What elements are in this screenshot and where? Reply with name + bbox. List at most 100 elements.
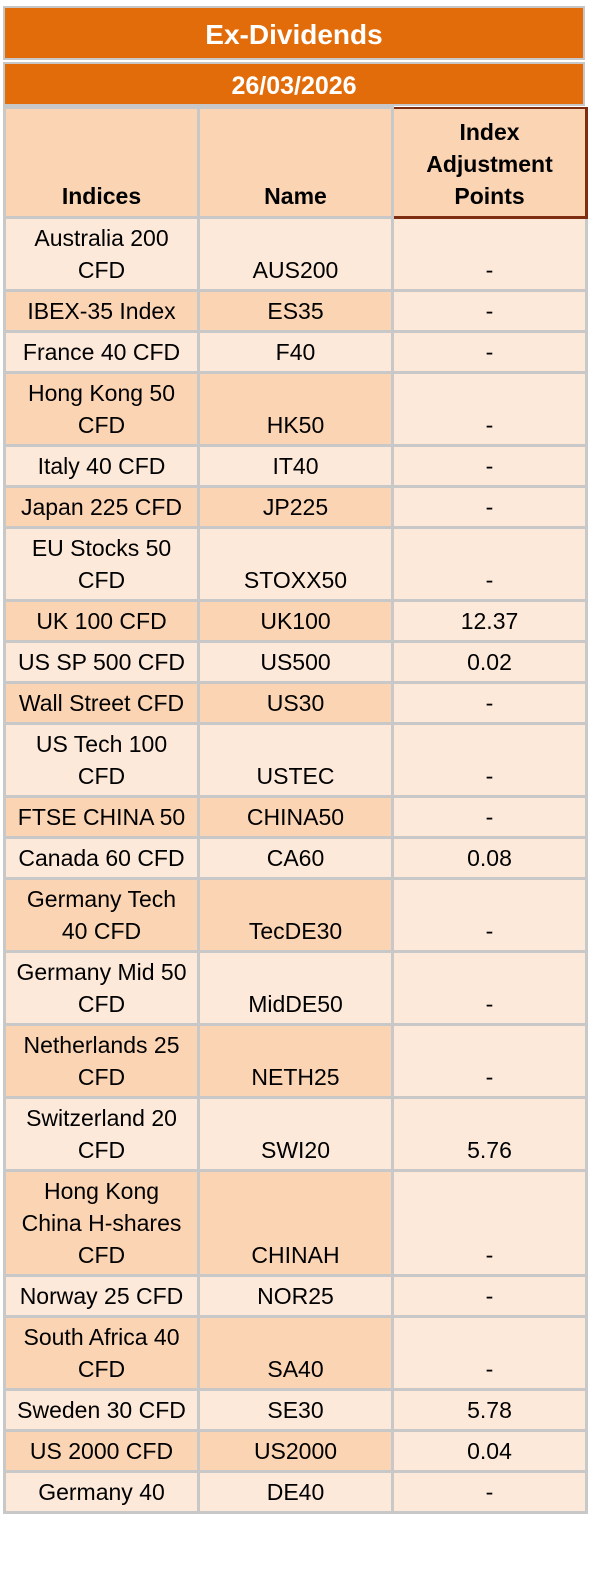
cell-adjustment-points: - <box>391 950 588 1026</box>
ex-dividends-panel: Ex-Dividends 26/03/2026 Indices Name Ind… <box>3 6 588 1514</box>
cell-index: Sweden 30 CFD <box>3 1388 200 1432</box>
cell-name: CHINAH <box>197 1169 394 1277</box>
cell-name: ES35 <box>197 289 394 333</box>
cell-adjustment-points: - <box>391 289 588 333</box>
table-row: US 2000 CFD US2000 0.04 <box>3 1429 588 1473</box>
cell-name: F40 <box>197 330 394 374</box>
cell-name: CA60 <box>197 836 394 880</box>
cell-adjustment-points: - <box>391 526 588 602</box>
cell-name: STOXX50 <box>197 526 394 602</box>
cell-index: Netherlands 25 CFD <box>3 1023 200 1099</box>
cell-index: US Tech 100 CFD <box>3 722 200 798</box>
table-row: EU Stocks 50 CFD STOXX50- <box>3 526 588 602</box>
cell-index: Italy 40 CFD <box>3 444 200 488</box>
cell-index: Switzerland 20 CFD <box>3 1096 200 1172</box>
table-row: Hong Kong China H-shares CFD CHINAH - <box>3 1169 588 1277</box>
cell-name: IT40 <box>197 444 394 488</box>
table-row: France 40 CFD F40- <box>3 330 588 374</box>
table-row: Hong Kong 50 CFD HK50- <box>3 371 588 447</box>
cell-adjustment-points: - <box>391 216 588 292</box>
table-row: Wall Street CFD US30- <box>3 681 588 725</box>
table-row: Japan 225 CFD JP225- <box>3 485 588 529</box>
cell-name: US2000 <box>197 1429 394 1473</box>
cell-adjustment-points: - <box>391 877 588 953</box>
cell-index: Hong Kong China H-shares CFD <box>3 1169 200 1277</box>
header-name: Name <box>197 106 394 219</box>
cell-adjustment-points: 5.78 <box>391 1388 588 1432</box>
table-row: US SP 500 CFD US500 0.02 <box>3 640 588 684</box>
cell-adjustment-points: - <box>391 722 588 798</box>
table-row: Norway 25 CFD NOR25- <box>3 1274 588 1318</box>
table-row: IBEX-35 Index ES35- <box>3 289 588 333</box>
cell-index: Germany Mid 50 CFD <box>3 950 200 1026</box>
cell-index: Norway 25 CFD <box>3 1274 200 1318</box>
cell-index: France 40 CFD <box>3 330 200 374</box>
cell-name: US500 <box>197 640 394 684</box>
table-date: 26/03/2026 <box>3 62 585 106</box>
cell-name: SWI20 <box>197 1096 394 1172</box>
cell-name: CHINA50 <box>197 795 394 839</box>
cell-adjustment-points: - <box>391 444 588 488</box>
cell-adjustment-points: - <box>391 681 588 725</box>
table-row: Switzerland 20 CFD SWI20 5.76 <box>3 1096 588 1172</box>
cell-adjustment-points: - <box>391 330 588 374</box>
table-row: South Africa 40 CFD SA40- <box>3 1315 588 1391</box>
cell-name: SA40 <box>197 1315 394 1391</box>
cell-index: Japan 225 CFD <box>3 485 200 529</box>
table-row: Australia 200 CFD AUS200- <box>3 216 588 292</box>
cell-name: NETH25 <box>197 1023 394 1099</box>
table-row: Italy 40 CFD IT40- <box>3 444 588 488</box>
cell-adjustment-points: 0.02 <box>391 640 588 684</box>
header-adjustment-points: Index Adjustment Points <box>391 106 588 219</box>
cell-adjustment-points: - <box>391 1274 588 1318</box>
table-title: Ex-Dividends <box>3 6 585 60</box>
cell-index: US SP 500 CFD <box>3 640 200 684</box>
table-row: Germany Tech 40 CFD TecDE30- <box>3 877 588 953</box>
table-row: UK 100 CFD UK100 12.37 <box>3 599 588 643</box>
cell-adjustment-points: - <box>391 795 588 839</box>
cell-index: Hong Kong 50 CFD <box>3 371 200 447</box>
cell-adjustment-points: - <box>391 485 588 529</box>
table-row: Canada 60 CFD CA60 0.08 <box>3 836 588 880</box>
ex-dividends-table: Indices Name Index Adjustment Points Aus… <box>3 106 588 1514</box>
cell-adjustment-points: 5.76 <box>391 1096 588 1172</box>
table-row: Germany 40 DE40- <box>3 1470 588 1514</box>
cell-adjustment-points: - <box>391 371 588 447</box>
cell-name: NOR25 <box>197 1274 394 1318</box>
cell-adjustment-points: - <box>391 1169 588 1277</box>
cell-index: South Africa 40 CFD <box>3 1315 200 1391</box>
table-row: Sweden 30 CFD SE30 5.78 <box>3 1388 588 1432</box>
cell-name: UK100 <box>197 599 394 643</box>
table-row: US Tech 100 CFD USTEC - <box>3 722 588 798</box>
cell-index: US 2000 CFD <box>3 1429 200 1473</box>
cell-name: MidDE50 <box>197 950 394 1026</box>
cell-index: UK 100 CFD <box>3 599 200 643</box>
cell-index: Canada 60 CFD <box>3 836 200 880</box>
header-row: Indices Name Index Adjustment Points <box>3 106 588 219</box>
cell-name: DE40 <box>197 1470 394 1514</box>
cell-index: Germany 40 <box>3 1470 200 1514</box>
cell-index: Australia 200 CFD <box>3 216 200 292</box>
cell-name: TecDE30 <box>197 877 394 953</box>
cell-name: HK50 <box>197 371 394 447</box>
cell-index: Germany Tech 40 CFD <box>3 877 200 953</box>
cell-index: EU Stocks 50 CFD <box>3 526 200 602</box>
cell-index: Wall Street CFD <box>3 681 200 725</box>
cell-name: SE30 <box>197 1388 394 1432</box>
cell-adjustment-points: 0.08 <box>391 836 588 880</box>
cell-adjustment-points: - <box>391 1315 588 1391</box>
cell-name: USTEC <box>197 722 394 798</box>
table-row: FTSE CHINA 50 CHINA50- <box>3 795 588 839</box>
cell-adjustment-points: 12.37 <box>391 599 588 643</box>
header-indices: Indices <box>3 106 200 219</box>
cell-index: IBEX-35 Index <box>3 289 200 333</box>
table-row: Germany Mid 50 CFD MidDE50- <box>3 950 588 1026</box>
cell-name: JP225 <box>197 485 394 529</box>
cell-adjustment-points: - <box>391 1470 588 1514</box>
cell-name: AUS200 <box>197 216 394 292</box>
cell-index: FTSE CHINA 50 <box>3 795 200 839</box>
cell-name: US30 <box>197 681 394 725</box>
table-body: Australia 200 CFD AUS200- IBEX-35 Index ES3… <box>3 216 588 1514</box>
table-row: Netherlands 25 CFD NETH25- <box>3 1023 588 1099</box>
cell-adjustment-points: 0.04 <box>391 1429 588 1473</box>
